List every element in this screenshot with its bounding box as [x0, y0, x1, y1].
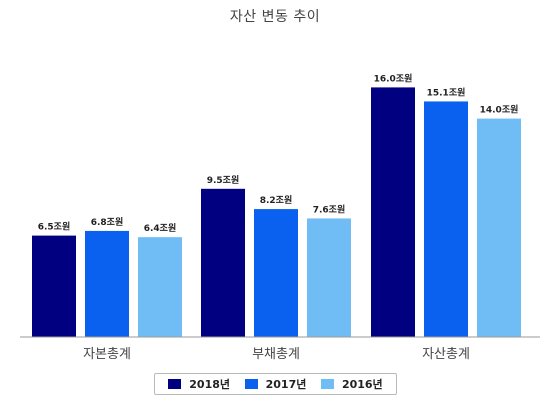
bar-1-0[interactable] [201, 188, 245, 337]
legend-label-2017: 2017년 [265, 378, 307, 391]
bar-0-1[interactable] [85, 230, 129, 337]
bar-0-2[interactable] [138, 237, 182, 337]
legend-swatch-2016 [320, 379, 334, 389]
bar-0-0[interactable] [32, 235, 76, 337]
legend-swatch-2018 [168, 379, 182, 389]
legend-label-2016: 2016년 [341, 378, 383, 391]
data-label-0-0: 6.5조원 [38, 221, 71, 233]
bars-group: 6.5조원 6.8조원 6.4조원 9.5조원 8.2조원 7.6조원 16.0조원 15.1… [32, 72, 521, 338]
bar-2-0[interactable] [371, 87, 415, 338]
bar-2-1[interactable] [424, 101, 468, 337]
data-label-2-2: 14.0조원 [480, 104, 519, 116]
legend-item-2017[interactable]: 2017년 [244, 376, 307, 392]
x-tick-label-2: 자산총계 [422, 347, 470, 362]
data-label-0-1: 6.8조원 [91, 216, 124, 228]
legend-label-2018: 2018년 [189, 378, 231, 391]
data-label-0-2: 6.4조원 [144, 222, 177, 234]
data-label-1-2: 7.6조원 [313, 203, 346, 215]
data-label-1-0: 9.5조원 [207, 174, 240, 186]
chart-title: 자산 변동 추이 [229, 9, 321, 25]
bar-1-2[interactable] [307, 218, 351, 337]
data-label-2-0: 16.0조원 [374, 72, 413, 84]
x-tick-labels: 자본총계 부채총계 자산총계 [83, 347, 470, 362]
data-label-1-1: 8.2조원 [260, 194, 293, 206]
bar-1-1[interactable] [254, 209, 298, 337]
legend-swatch-2017 [244, 379, 258, 389]
data-label-2-1: 15.1조원 [427, 86, 466, 98]
x-tick-label-0: 자본총계 [83, 347, 131, 362]
x-tick-label-1: 부채총계 [252, 347, 300, 362]
legend: 2018년 2017년 2016년 [154, 373, 397, 395]
legend-item-2016[interactable]: 2016년 [320, 376, 383, 392]
legend-item-2018[interactable]: 2018년 [168, 376, 230, 392]
bar-2-2[interactable] [477, 118, 521, 337]
